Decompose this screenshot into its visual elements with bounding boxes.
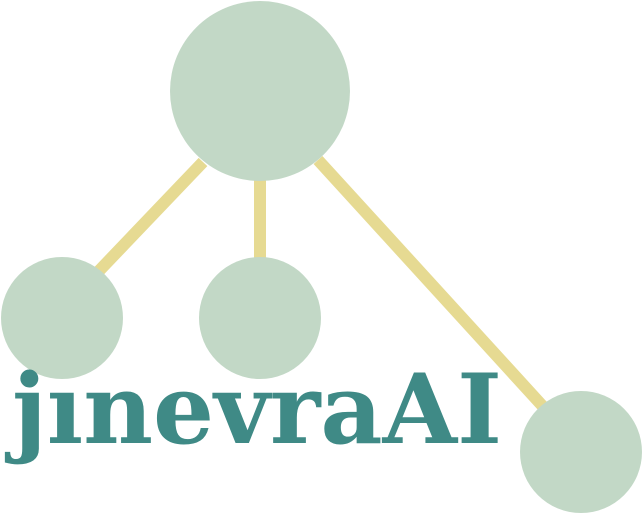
wordmark-text: jınevraAI xyxy=(4,353,502,466)
edge-root-left xyxy=(92,157,208,278)
node-right xyxy=(520,391,642,513)
edge-root-right xyxy=(313,155,553,417)
node-middle xyxy=(199,257,321,379)
node-root xyxy=(170,1,350,181)
node-left xyxy=(1,257,123,379)
edges xyxy=(92,155,553,417)
